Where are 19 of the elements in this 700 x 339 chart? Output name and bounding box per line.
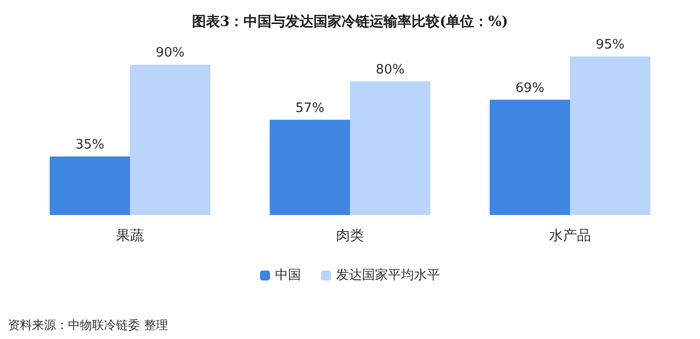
- bar: [50, 156, 130, 215]
- bar: [490, 100, 570, 215]
- bar: [350, 81, 430, 215]
- legend-label: 发达国家平均水平: [336, 267, 440, 283]
- bar: [570, 56, 650, 215]
- data-label: 69%: [515, 80, 544, 96]
- legend-label: 中国: [275, 268, 301, 283]
- x-tick-label: 肉类: [336, 228, 364, 244]
- chart-title: 图表3：中国与发达国家冷链运输率比较(单位：%): [192, 13, 508, 30]
- data-label: 57%: [295, 100, 324, 116]
- text: 资料来源：中物联冷链委 整理: [8, 318, 168, 332]
- x-tick-label: 水产品: [549, 228, 591, 244]
- x-tick-label: 果蔬: [116, 228, 144, 244]
- bar: [270, 120, 350, 215]
- data-label: 35%: [75, 138, 104, 153]
- data-label: 80%: [376, 62, 405, 78]
- data-label: 95%: [596, 37, 625, 52]
- data-label: 90%: [156, 46, 185, 61]
- bar: [130, 64, 210, 215]
